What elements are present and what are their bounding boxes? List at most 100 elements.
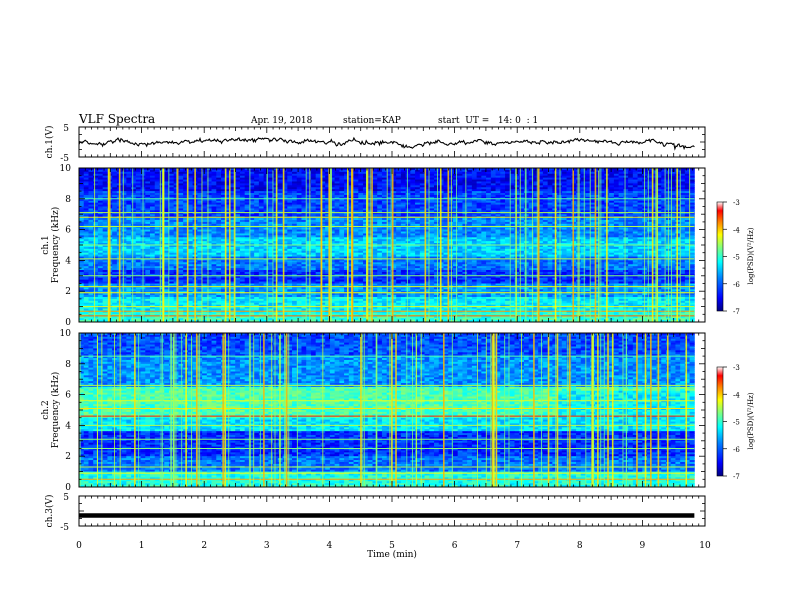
spectrogram-cell	[434, 177, 440, 180]
spectrogram-cell	[609, 221, 615, 225]
spectrogram-cell	[590, 179, 596, 182]
spectrogram-cell	[320, 169, 326, 173]
spectrogram-cell	[391, 219, 397, 223]
spectrogram-cell	[670, 233, 676, 236]
spectrogram-cell	[684, 235, 691, 238]
spectrogram-cell	[154, 169, 160, 173]
spectrogram-cell	[83, 198, 89, 202]
spectrogram-cell	[145, 237, 151, 240]
spectrogram-cell	[230, 187, 236, 190]
spectrogram-cell	[443, 218, 449, 221]
spectrogram-cell	[168, 212, 175, 215]
spectrogram-cell	[329, 193, 336, 196]
spectrogram-cell	[79, 175, 85, 179]
spectrogram-cell	[467, 173, 473, 177]
spectrogram-cell	[102, 187, 108, 190]
spectrogram-cell	[689, 185, 695, 188]
spectrogram-cell	[386, 177, 392, 180]
spectrogram-cell	[254, 193, 260, 196]
spectrogram-cell	[471, 171, 478, 175]
spectrogram-cell	[386, 237, 392, 240]
spectrogram-cell	[339, 198, 345, 202]
spectrogram-cell	[206, 168, 212, 171]
spectrogram-cell	[386, 202, 392, 205]
spectrogram-cell	[670, 194, 676, 198]
spectrogram-cell	[689, 179, 695, 182]
spectrogram-cell	[533, 193, 539, 196]
spectrogram-cell	[599, 194, 605, 198]
spectrogram-cell	[632, 223, 638, 227]
spectrogram-cell	[301, 214, 307, 217]
spectrogram-cell	[301, 196, 307, 200]
spectrogram-cell	[206, 223, 212, 227]
spectrogram-cell	[590, 187, 596, 190]
spectrogram-cell	[164, 210, 170, 213]
spectrogram-cell	[632, 231, 638, 234]
spectrogram-cell	[197, 196, 203, 200]
spectrogram-cell	[632, 185, 638, 188]
spectrogram-cell	[594, 202, 601, 205]
spectrogram-cell	[197, 219, 203, 223]
spectrogram-cell	[197, 173, 203, 177]
spectrogram-cell	[353, 223, 359, 227]
spectrogram-cell	[282, 233, 288, 236]
spectrogram-cell	[566, 218, 572, 221]
spectrogram-cell	[372, 204, 378, 207]
spectrogram-cell	[481, 218, 487, 221]
spectrogram-cell	[296, 169, 302, 173]
spectrogram-cell	[481, 198, 487, 202]
spectrogram-cell	[471, 219, 478, 223]
spectrogram-cell	[599, 212, 605, 215]
spectrogram-cell	[249, 219, 255, 223]
spectrogram-cell	[580, 189, 586, 192]
spectrogram-cell	[372, 218, 378, 221]
spectrogram-cell	[102, 196, 108, 200]
spectrogram-cell	[613, 173, 620, 177]
spectrogram-cell	[457, 231, 463, 234]
spectrogram-cell	[580, 210, 586, 213]
spectrogram-cell	[684, 218, 691, 221]
spectrogram-cell	[154, 212, 160, 215]
spectrogram-cell	[623, 214, 629, 217]
spectrogram-cell	[292, 204, 298, 207]
spectrogram-cell	[381, 214, 388, 217]
spectrogram-cell	[452, 202, 459, 205]
spectrogram-cell	[102, 233, 108, 236]
spectrogram-cell	[514, 221, 520, 225]
spectrogram-cell	[656, 204, 662, 207]
spectrogram-cell	[121, 223, 127, 227]
spectrogram-cell	[647, 171, 653, 175]
spectrogram-cell	[310, 175, 317, 179]
spectrogram-cell	[150, 173, 156, 177]
spectrogram-empty-region	[694, 168, 705, 322]
spectrogram-cell	[618, 173, 624, 177]
spectrogram-cell	[145, 171, 151, 175]
spectrogram-cell	[315, 168, 321, 171]
spectrogram-cell	[547, 227, 553, 231]
spectrogram-cell	[632, 179, 638, 182]
spectrogram-cell	[576, 189, 582, 192]
spectrogram-cell	[202, 169, 208, 173]
spectrogram-cell	[434, 208, 440, 211]
spectrogram-cell	[675, 194, 681, 198]
spectrogram-cell	[623, 200, 629, 204]
spectrogram-cell	[154, 221, 160, 225]
spectrogram-cell	[533, 202, 539, 205]
spectrogram-cell	[306, 181, 312, 184]
spectrogram-cell	[505, 169, 511, 173]
spectrogram-cell	[500, 189, 506, 192]
spectrogram-cell	[419, 202, 425, 205]
spectrogram-cell	[514, 229, 520, 232]
spectrogram-cell	[424, 202, 430, 205]
spectrogram-cell	[282, 189, 288, 192]
spectrogram-cell	[164, 183, 170, 186]
spectrogram-cell	[576, 204, 582, 207]
spectrogram-cell	[244, 193, 250, 196]
spectrogram-cell	[221, 179, 227, 182]
spectrogram-cell	[462, 210, 468, 213]
spectrogram-cell	[187, 173, 193, 177]
spectrogram-cell	[363, 193, 369, 196]
spectrogram-cell	[315, 206, 321, 209]
spectrogram-cell	[372, 231, 378, 234]
